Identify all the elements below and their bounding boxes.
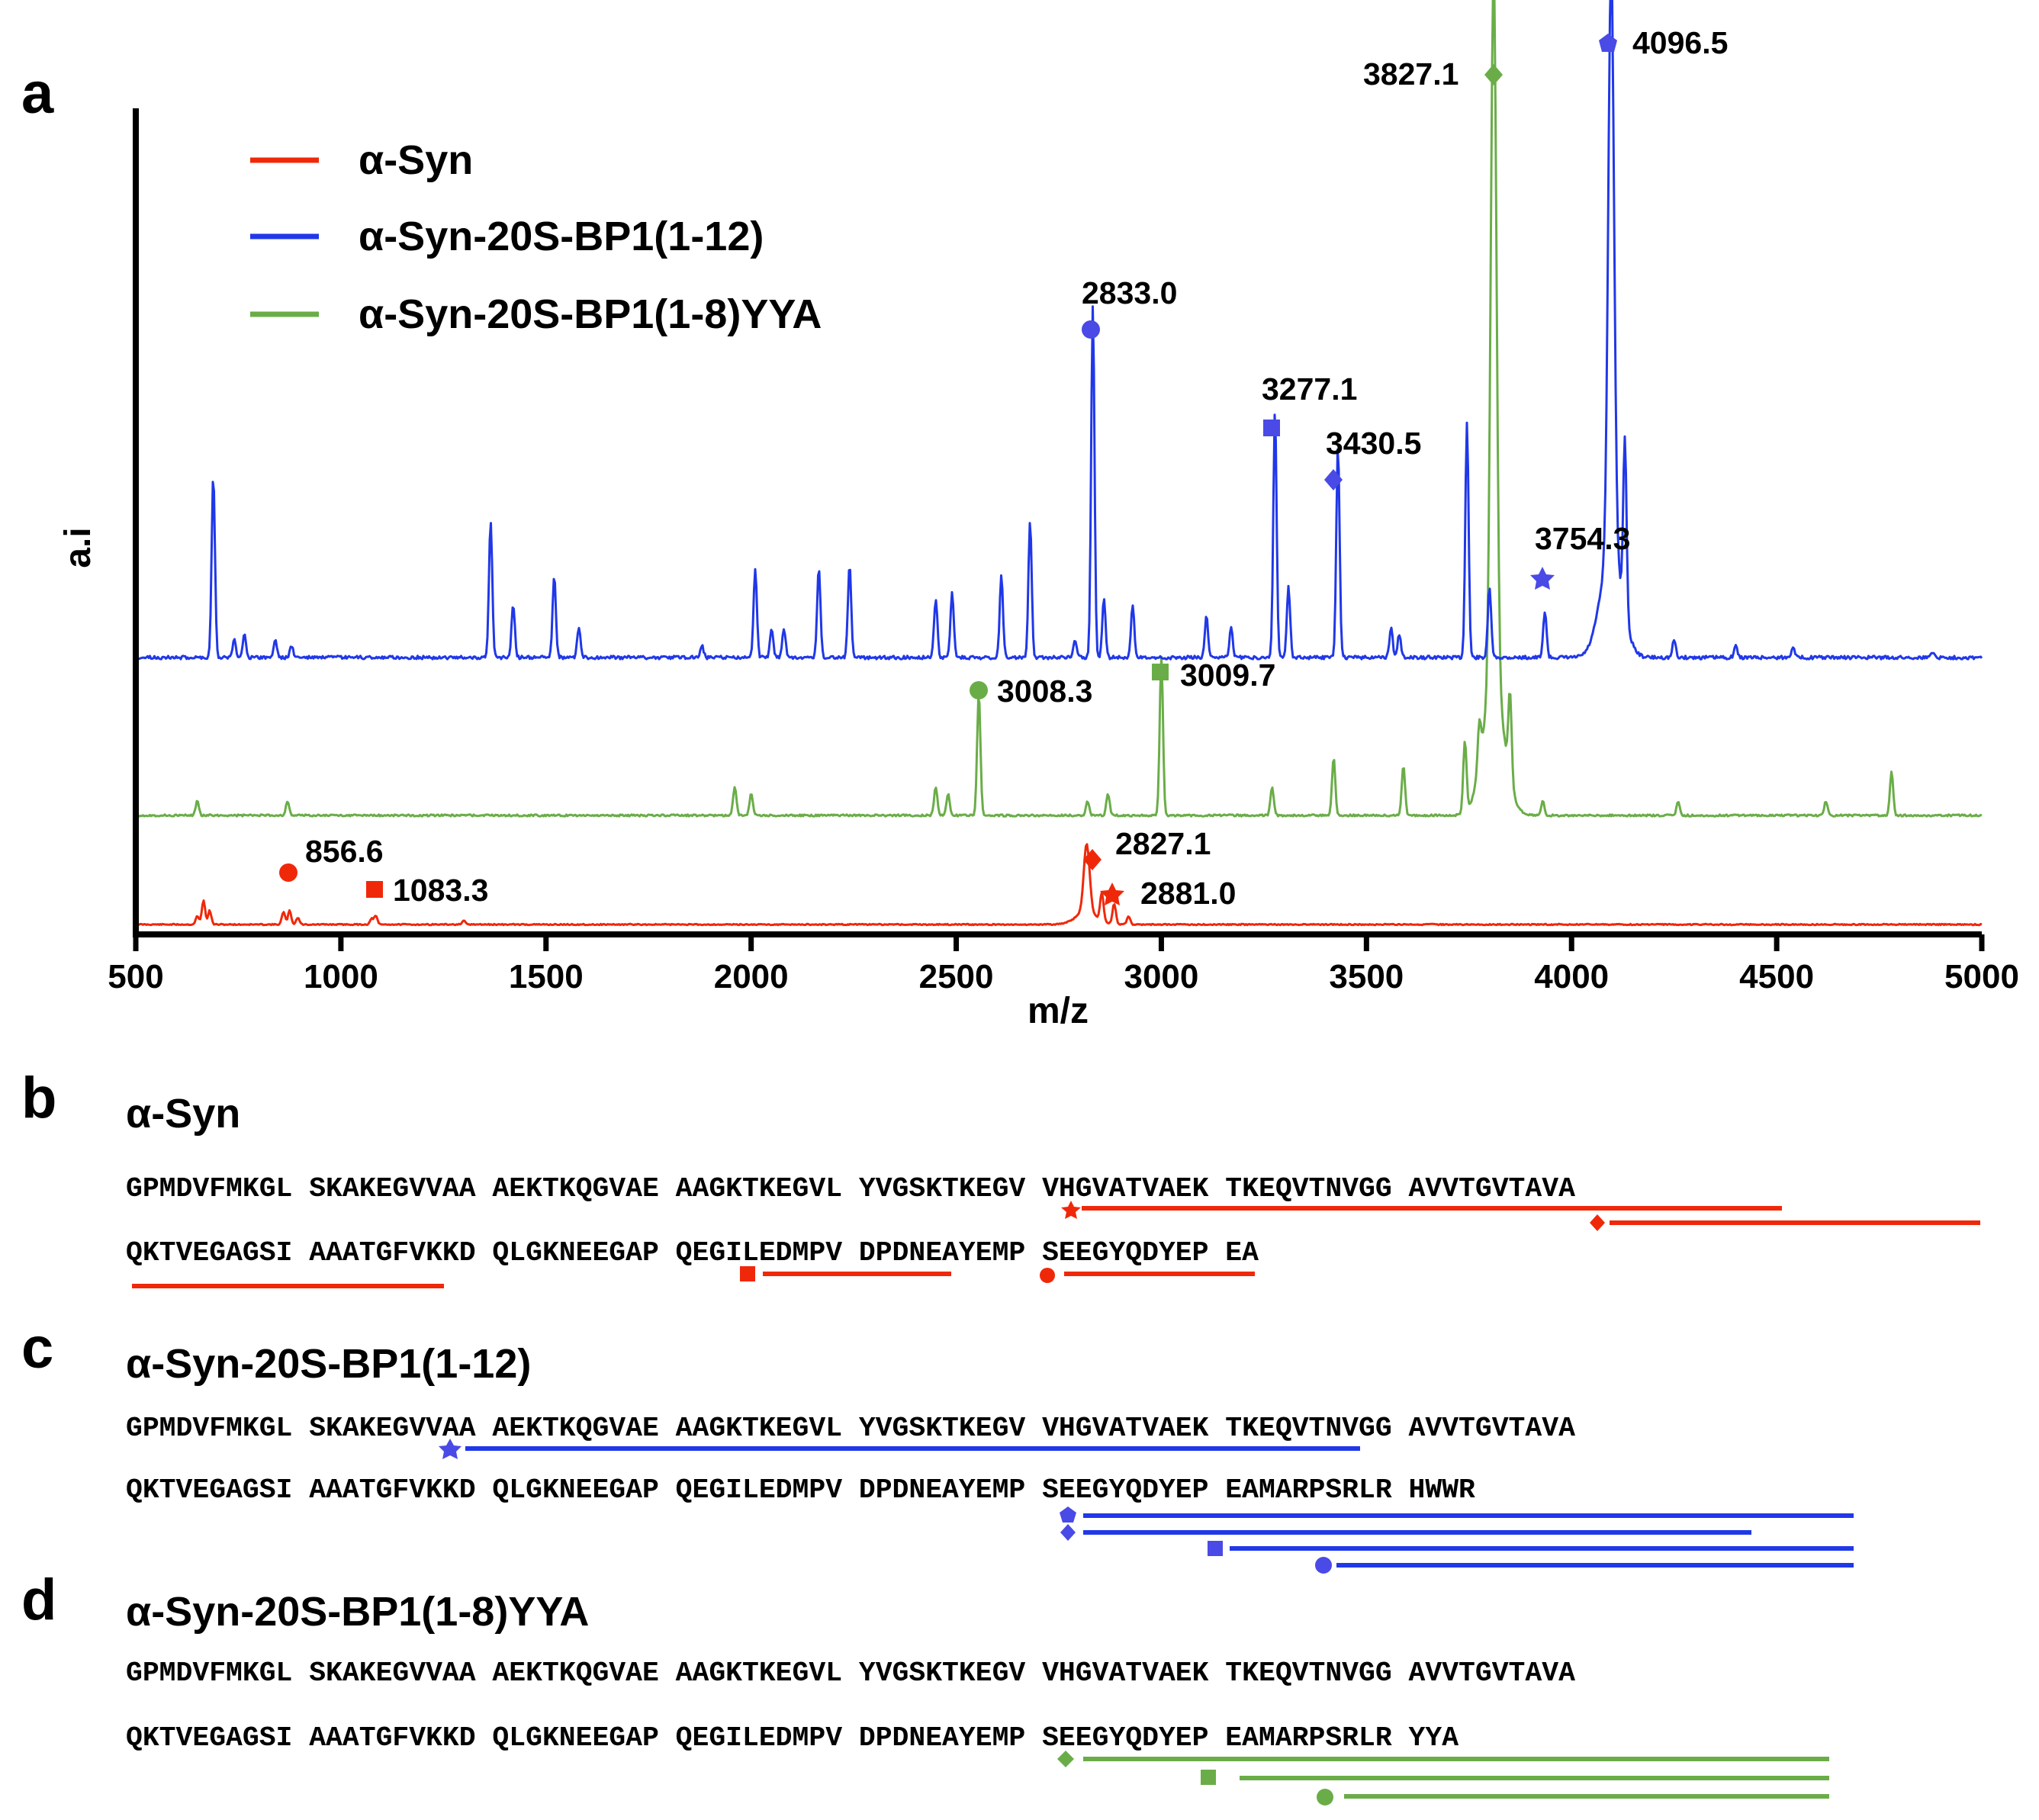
panel-d-sequence-line-2: QKTVEGAGSI AAATGFVKKD QLGKNEEGAP QEGILED… [126, 1722, 1458, 1754]
diamond-marker-green [1057, 1751, 1074, 1767]
panel-d-fragments [1083, 1757, 1829, 1799]
star-marker-blue [439, 1439, 462, 1459]
peak-label-856: 856.6 [305, 834, 384, 869]
spectrum-series-2 [137, 0, 1983, 818]
panel-d-title: α-Syn-20S-BP1(1-8)YYA [126, 1589, 589, 1635]
peak-label-3009: 3009.7 [1180, 658, 1275, 693]
panel-letter-a: a [21, 61, 54, 126]
legend-label-2: α-Syn-20S-BP1(1-8)YYA [359, 291, 822, 337]
square-marker-blue [1208, 1541, 1223, 1556]
x-tick-label: 4000 [1534, 958, 1609, 995]
peak-label-3827: 3827.1 [1363, 56, 1458, 92]
x-ticks: 500 1000 1500 2000 2500 3000 3500 4000 4500 5000 [108, 934, 2019, 995]
star-marker-red [1061, 1201, 1081, 1219]
y-axis-title: a.i [58, 527, 98, 568]
panel-b-sequence-line-1: GPMDVFMKGL SKAKEGVVAA AEKTKQGVAE AAGKTKE… [126, 1173, 1575, 1204]
panel-c-title: α-Syn-20S-BP1(1-12) [126, 1341, 531, 1387]
peak-label-3754: 3754.3 [1535, 521, 1630, 556]
x-tick-label: 500 [108, 958, 163, 995]
peak-markers [279, 34, 1617, 905]
star-marker-blue [1530, 567, 1555, 590]
peak-label-3008: 3008.3 [997, 674, 1092, 709]
peak-label-3277: 3277.1 [1262, 371, 1357, 407]
x-tick-label: 2000 [714, 958, 789, 995]
square-marker-blue [1263, 420, 1280, 436]
x-tick-label: 3000 [1124, 958, 1198, 995]
panel-letter-b: b [21, 1066, 56, 1130]
legend: α-Syn α-Syn-20S-BP1(1-12) α-Syn-20S-BP1(… [250, 137, 822, 337]
legend-label-1: α-Syn-20S-BP1(1-12) [359, 214, 764, 259]
peak-label-3430: 3430.5 [1326, 426, 1421, 461]
panel-d-markers [1057, 1751, 1333, 1806]
spectrum-series-1 [136, 0, 1983, 661]
spectra [136, 0, 1983, 927]
peak-label-4096: 4096.5 [1632, 25, 1728, 60]
spectrum-series-0 [137, 843, 1983, 927]
panel-letter-c: c [21, 1316, 53, 1381]
panel-b-title: α-Syn [126, 1091, 240, 1137]
circle-marker-red [279, 863, 297, 882]
square-marker-red [740, 1266, 755, 1281]
panel-c-sequence-line-1: GPMDVFMKGL SKAKEGVVAA AEKTKQGVAE AAGKTKE… [126, 1413, 1575, 1444]
peak-label-2833: 2833.0 [1082, 275, 1177, 310]
square-marker-red [366, 881, 383, 898]
panel-c-fragments [465, 1446, 1854, 1568]
legend-label-0: α-Syn [359, 137, 473, 183]
panel-c-sequence-line-2: QKTVEGAGSI AAATGFVKKD QLGKNEEGAP QEGILED… [126, 1474, 1475, 1506]
peak-label-1083: 1083.3 [393, 873, 488, 908]
square-marker-green [1201, 1770, 1216, 1785]
circle-marker-red [1040, 1268, 1055, 1283]
peak-labels: 4096.5 3827.1 2833.0 3277.1 3430.5 3754.… [305, 25, 1728, 911]
x-tick-label: 3500 [1329, 958, 1404, 995]
diamond-marker-red [1590, 1214, 1605, 1231]
square-marker-green [1152, 664, 1169, 680]
circle-marker-blue [1315, 1557, 1332, 1574]
x-tick-label: 5000 [1944, 958, 2019, 995]
diamond-marker-blue [1060, 1524, 1076, 1541]
panel-c-markers [439, 1439, 1332, 1574]
star-marker-red [1100, 883, 1124, 905]
panel-d-sequence-line-1: GPMDVFMKGL SKAKEGVVAA AEKTKQGVAE AAGKTKE… [126, 1658, 1575, 1689]
panel-letter-d: d [21, 1568, 56, 1632]
panel-b-markers [740, 1201, 1605, 1283]
circle-marker-blue [1082, 320, 1100, 339]
diamond-marker-red [1083, 849, 1102, 870]
peak-label-2827: 2827.1 [1115, 826, 1211, 861]
x-axis-title: m/z [1028, 991, 1089, 1031]
diamond-marker-blue [1324, 469, 1343, 490]
x-tick-label: 4500 [1739, 958, 1814, 995]
x-tick-label: 1000 [304, 958, 378, 995]
x-tick-label: 1500 [509, 958, 584, 995]
diamond-marker-green [1484, 64, 1503, 85]
pentagon-marker-blue [1060, 1506, 1076, 1523]
circle-marker-green [970, 681, 988, 699]
panel-b-fragments [132, 1206, 1980, 1288]
pentagon-marker-blue [1599, 34, 1617, 52]
panel-b-sequence-line-2: QKTVEGAGSI AAATGFVKKD QLGKNEEGAP QEGILED… [126, 1237, 1259, 1269]
peak-label-2881: 2881.0 [1140, 876, 1236, 911]
x-tick-label: 2500 [919, 958, 994, 995]
circle-marker-green [1317, 1789, 1333, 1806]
